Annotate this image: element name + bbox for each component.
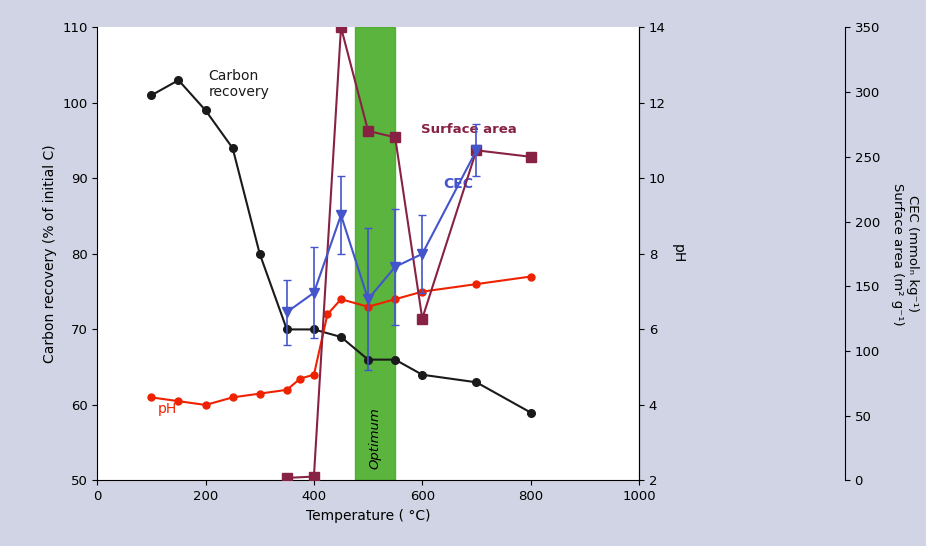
Text: Optimum: Optimum — [369, 407, 382, 469]
Y-axis label: pH: pH — [671, 244, 685, 264]
Text: Surface area: Surface area — [421, 122, 517, 135]
Text: pH: pH — [158, 401, 177, 416]
Text: CEC: CEC — [443, 177, 473, 191]
X-axis label: Temperature ( °C): Temperature ( °C) — [306, 509, 431, 523]
Text: Carbon
recovery: Carbon recovery — [208, 69, 269, 99]
Y-axis label: Carbon recovery (% of initial C): Carbon recovery (% of initial C) — [43, 145, 56, 363]
Y-axis label: CEC (mmolₙ kg⁻¹)
Surface area (m² g⁻¹): CEC (mmolₙ kg⁻¹) Surface area (m² g⁻¹) — [891, 182, 919, 325]
Bar — [355, 27, 395, 480]
